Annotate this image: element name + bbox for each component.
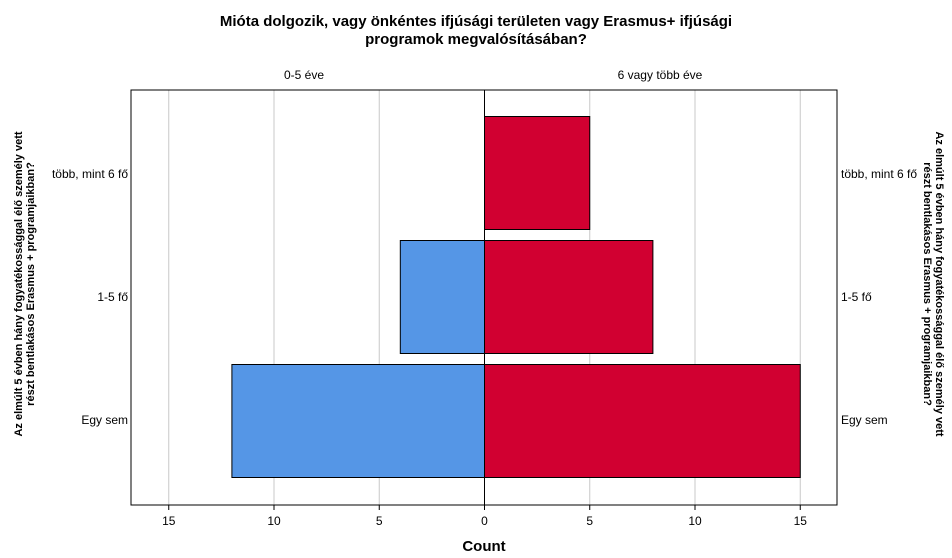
bar-left-2 <box>399 240 485 354</box>
x-tick-label: 15 <box>162 514 176 528</box>
x-tick-label: 15 <box>794 514 808 528</box>
x-axis-ticks: 15 10 5 0 5 10 15 <box>162 505 807 528</box>
category-label-left-2: 1-5 fő <box>97 290 128 304</box>
bars <box>231 116 801 478</box>
x-tick-label: 10 <box>267 514 281 528</box>
panel-label-left: 0-5 éve <box>284 68 324 82</box>
bar-left-3 <box>231 364 485 478</box>
category-label-left-1: több, mint 6 fő <box>52 167 128 181</box>
y-axis-label-left-line-1: Az elmúlt 5 évben hány fogyatékossággal … <box>13 131 25 436</box>
x-tick-label: 5 <box>586 514 593 528</box>
x-tick-label: 10 <box>688 514 702 528</box>
bar-right-1 <box>484 116 591 230</box>
x-tick-label: 0 <box>481 514 488 528</box>
x-axis-label: Count <box>462 538 505 555</box>
category-label-right-2: 1-5 fő <box>841 290 872 304</box>
chart-title-line-1: Mióta dolgozik, vagy önkéntes ifjúsági t… <box>220 13 732 30</box>
y-axis-label-left-line-2: részt bentlakásos Erasmus + programjaikb… <box>25 162 37 406</box>
y-axis-label-right: Az elmúlt 5 évben hány fogyatékossággal … <box>921 131 945 436</box>
category-label-right-1: több, mint 6 fő <box>841 167 917 181</box>
y-axis-label-left: Az elmúlt 5 évben hány fogyatékossággal … <box>13 131 37 436</box>
bar-right-3 <box>484 364 801 478</box>
y-axis-label-right-line-2: részt bentlakásos Erasmus + programjaikb… <box>921 162 933 406</box>
category-label-right-3: Egy sem <box>841 413 888 427</box>
category-label-left-3: Egy sem <box>81 413 128 427</box>
y-axis-label-right-line-1: Az elmúlt 5 évben hány fogyatékossággal … <box>933 131 945 436</box>
bar-right-2 <box>484 240 654 354</box>
chart-title-line-2: programok megvalósításában? <box>365 31 587 48</box>
x-tick-label: 5 <box>376 514 383 528</box>
panel-label-right: 6 vagy több éve <box>618 68 703 82</box>
